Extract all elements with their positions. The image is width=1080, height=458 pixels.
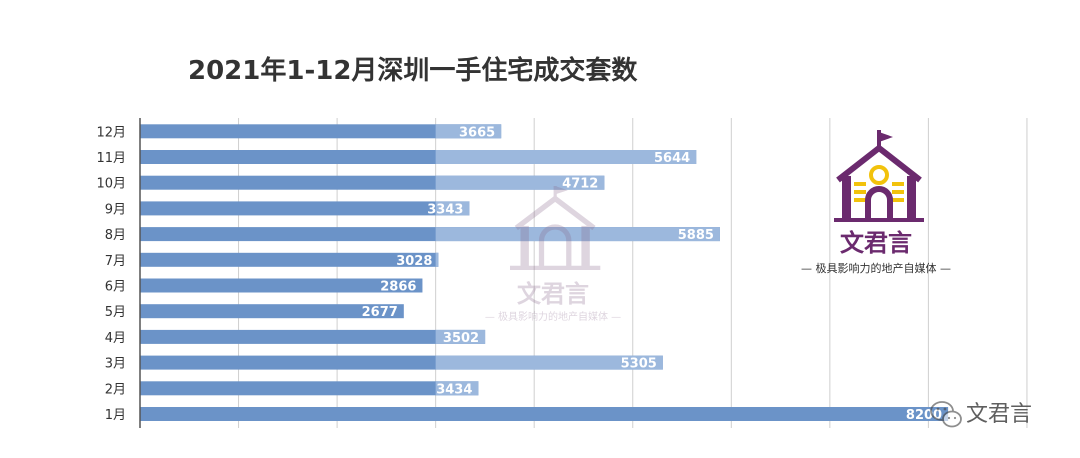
wechat-watermark: 文君言 <box>930 401 1032 428</box>
bar-highlight-segment <box>435 150 697 164</box>
bar <box>140 278 423 293</box>
category-label: 7月 <box>105 254 126 269</box>
wechat-account-label: 文君言 <box>966 402 1032 427</box>
bar-highlight-segment <box>435 329 486 344</box>
bar <box>140 304 404 319</box>
value-label: 2677 <box>362 305 398 320</box>
building-logo-icon <box>510 186 601 270</box>
value-label: 5305 <box>621 357 657 372</box>
value-label: 3434 <box>436 382 472 397</box>
value-label: 3665 <box>459 125 495 140</box>
value-label: 2866 <box>380 280 416 295</box>
bar-highlight-segment <box>435 124 502 139</box>
bars <box>140 124 949 421</box>
bar-highlight-segment <box>435 175 605 190</box>
bar-highlight-segment <box>435 381 479 396</box>
center-watermark: 文君言 — 极具影响力的地产自媒体 — <box>485 186 621 323</box>
chart-title: 2021年1-12月深圳一手住宅成交套数 <box>188 56 638 86</box>
bar <box>140 329 486 344</box>
bar <box>140 252 439 267</box>
bar-highlight-segment <box>435 355 663 370</box>
grid-lines <box>238 118 1028 428</box>
bar-highlight-segment <box>435 201 470 216</box>
bar <box>140 201 470 216</box>
category-label: 1月 <box>105 408 126 423</box>
value-label: 5885 <box>678 228 714 243</box>
building-logo-icon <box>834 130 924 222</box>
value-label: 4712 <box>562 177 598 192</box>
bar-highlight-segment <box>435 252 439 267</box>
value-label: 3343 <box>427 202 463 217</box>
category-label: 9月 <box>105 202 126 217</box>
category-label: 6月 <box>105 280 126 295</box>
brand-logo: 文君言 — 极具影响力的地产自媒体 — <box>801 130 951 275</box>
value-label: 3502 <box>443 331 479 346</box>
value-label: 3028 <box>396 254 432 269</box>
logo-brand-text: 文君言 <box>840 228 912 257</box>
category-label: 10月 <box>96 177 126 192</box>
bar <box>140 407 949 421</box>
category-labels: 1月 2月 3月 4月 5月 6月 7月 8月 9月 10月 11月 12月 <box>96 125 126 423</box>
bar <box>140 124 502 139</box>
category-label: 11月 <box>96 151 126 166</box>
category-label: 2月 <box>105 382 126 397</box>
category-label: 5月 <box>105 305 126 320</box>
watermark-brand: 文君言 <box>517 279 589 308</box>
value-label: 5644 <box>654 151 690 166</box>
value-label: 8200 <box>906 408 942 423</box>
category-label: 8月 <box>105 228 126 243</box>
category-label: 12月 <box>96 125 126 140</box>
category-label: 3月 <box>105 357 126 372</box>
logo-slogan: — 极具影响力的地产自媒体 — <box>801 261 951 275</box>
category-label: 4月 <box>105 331 126 346</box>
wechat-icon <box>930 401 962 428</box>
value-labels: 8200 3434 5305 3502 2677 2866 3028 5885 3343 4712… <box>362 125 942 423</box>
bar <box>140 381 479 396</box>
bar-highlight-segment <box>435 227 720 242</box>
watermark-slogan: — 极具影响力的地产自媒体 — <box>485 310 621 323</box>
